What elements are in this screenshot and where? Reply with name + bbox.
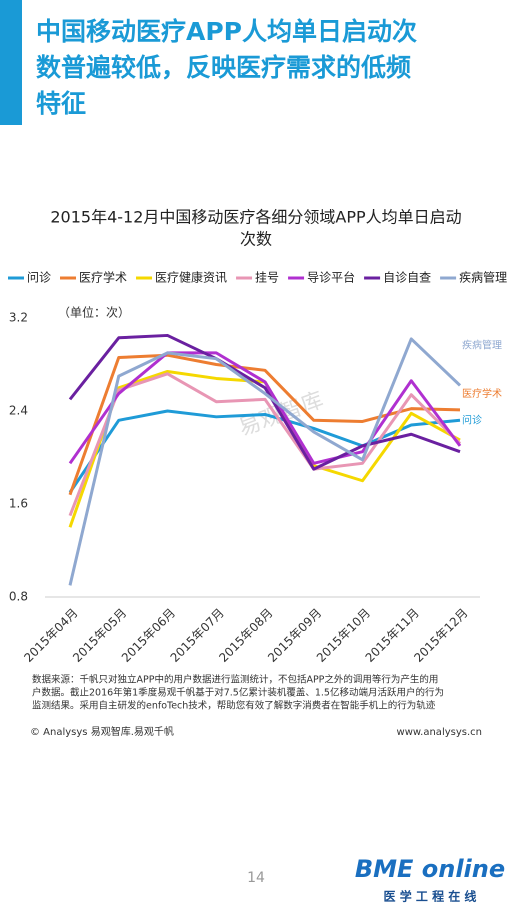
logo-sub: 医 学 工 程 在 线 (384, 889, 477, 904)
legend: 问诊 医疗学术 医疗健康资讯 挂号 导诊平台 自诊自查 疾病管理 (8, 270, 507, 285)
title-bar (0, 0, 22, 125)
series-line (68, 409, 461, 494)
source-line: 数据来源：千帆只对独立APP中的用户数据进行监测统计，不包括APP之外的调用等行… (32, 674, 438, 686)
legend-label: 挂号 (255, 271, 279, 285)
legend-label: 医疗健康资讯 (155, 270, 227, 285)
logo: BME online (355, 855, 505, 883)
end-label: 疾病管理 (462, 338, 502, 351)
plot: 0.81.62.43.22015年04月2015年05月2015年06月2015… (9, 311, 502, 665)
y-tick-label: 1.6 (9, 497, 28, 511)
chart-title: 2015年4-12月中国移动医疗各细分领域APP人均单日启动 (50, 208, 461, 227)
legend-label: 导诊平台 (307, 270, 355, 285)
y-tick-label: 0.8 (9, 590, 28, 604)
title-line: 中国移动医疗APP人均单日启动次 (36, 17, 417, 46)
title: 中国移动医疗APP人均单日启动次 数普遍较低，反映医疗需求的低频 特征 (36, 17, 417, 118)
legend-label: 医疗学术 (79, 270, 127, 285)
source-line: 户数据。截止2016年第1季度易观千帆基于对7.5亿累计装机覆盖、1.5亿移动端… (32, 687, 444, 699)
title-line: 数普遍较低，反映医疗需求的低频 (36, 53, 411, 82)
source-note: 数据来源：千帆只对独立APP中的用户数据进行监测统计，不包括APP之外的调用等行… (32, 674, 444, 712)
unit-note: （单位：次） (58, 305, 130, 320)
series-line (68, 353, 461, 496)
series-line (68, 333, 461, 471)
series-line (68, 372, 462, 517)
website: www.analysys.cn (397, 727, 482, 738)
title-line: 特征 (36, 89, 86, 118)
end-label: 医疗学术 (462, 387, 502, 400)
end-label: 问诊 (462, 413, 482, 426)
chart-title: 次数 (240, 230, 272, 249)
y-tick-label: 2.4 (9, 404, 28, 418)
y-tick-label: 3.2 (9, 311, 28, 325)
copyright: © Analysys 易观智库.易观千帆 (30, 725, 174, 738)
legend-label: 问诊 (27, 271, 51, 285)
page-number: 14 (247, 870, 265, 886)
source-line: 监测结果。采用自主研发的enfoTech技术，帮助您有效了解数字消费者在智能手机… (32, 700, 436, 712)
series-line (68, 351, 462, 465)
series-line (68, 337, 462, 586)
legend-label: 疾病管理 (459, 270, 507, 285)
legend-label: 自诊自查 (383, 271, 431, 285)
